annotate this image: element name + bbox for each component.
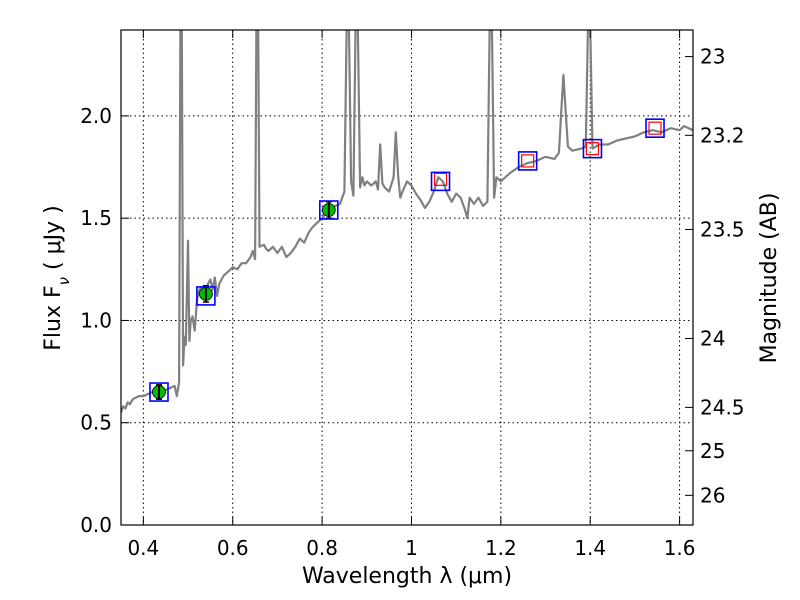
x-axis-label: Wavelength λ (μm) <box>302 564 512 589</box>
y-axis-ticks: 0.0 0.5 1.0 1.5 2.0 <box>80 104 129 537</box>
y-tick-label: 2.0 <box>80 104 112 128</box>
right-tick-label: 23.2 <box>700 123 745 147</box>
blue-square-point <box>645 118 665 138</box>
right-tick-label: 25 <box>700 439 725 463</box>
x-tick-label: 0.8 <box>306 536 338 560</box>
blue-square-point <box>582 138 603 159</box>
x-tick-label: 0.6 <box>217 536 249 560</box>
red-square-point <box>521 154 535 168</box>
x-tick-label: 0.4 <box>127 536 159 560</box>
right-axis-ticks: 23 23.2 23.5 24 24.5 25 26 <box>685 45 745 507</box>
y-tick-label: 0.5 <box>80 411 112 435</box>
right-tick-label: 24 <box>700 326 725 350</box>
x-tick-label: 1.4 <box>574 536 606 560</box>
right-tick-label: 24.5 <box>700 395 745 419</box>
plot-frame <box>120 29 694 526</box>
y-tick-label: 1.5 <box>80 206 112 230</box>
y-axis-label-left: Flux Fν ( μJy ) <box>41 205 73 350</box>
right-tick-label: 23.5 <box>700 217 745 241</box>
y-tick-label: 1.0 <box>80 308 112 332</box>
spectrum-line <box>121 30 693 413</box>
blue-square-point <box>196 286 216 306</box>
x-axis-ticks: 0.4 0.6 0.8 1 1.2 1.4 1.6 <box>127 30 696 560</box>
blue-square-point <box>318 200 339 220</box>
spectrum-layer <box>121 30 693 413</box>
blue-square-point <box>430 171 451 192</box>
y-axis-label-right: Magnitude (AB) <box>757 193 782 364</box>
red-square-point <box>433 172 448 186</box>
x-tick-label: 1 <box>405 536 418 560</box>
x-tick-label: 1.2 <box>485 536 517 560</box>
y-axis-label-left-unit: ( μJy ) <box>41 205 66 277</box>
y-axis-label-left-main: Flux F <box>41 285 66 350</box>
right-tick-label: 23 <box>700 45 725 69</box>
red-square-point <box>585 142 600 156</box>
photometry-layer <box>149 118 665 402</box>
right-tick-label: 26 <box>700 483 725 507</box>
blue-square-point <box>517 151 538 171</box>
y-axis-label-left-subscript: ν <box>55 277 73 285</box>
red-square-point <box>648 121 662 135</box>
x-tick-label: 1.6 <box>664 536 696 560</box>
blue-square-point <box>149 382 169 402</box>
y-tick-label: 0.0 <box>80 513 112 537</box>
